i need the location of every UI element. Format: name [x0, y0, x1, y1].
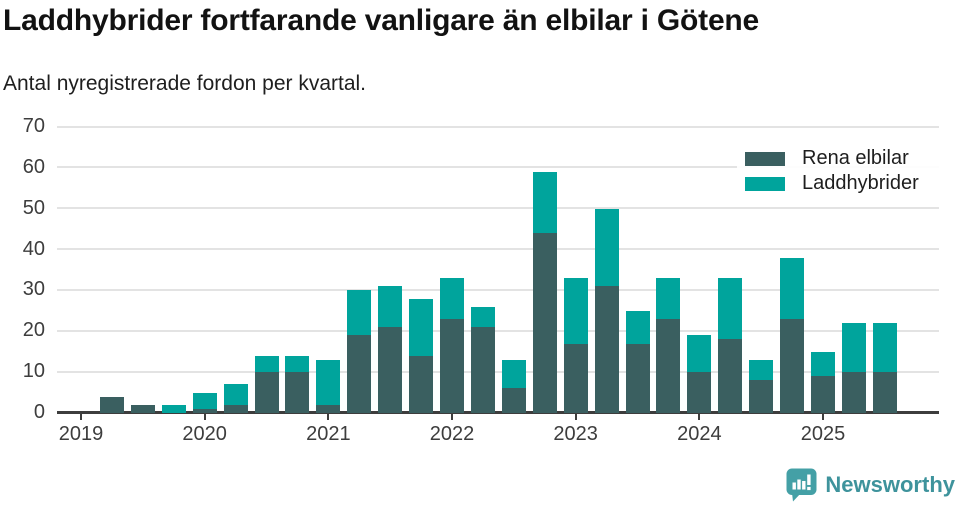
- bar-2020-q4-rena-elbilar: [285, 372, 310, 413]
- x-axis-tick-label: 2023: [553, 423, 598, 445]
- bar-2020-q2-laddhybrider: [223, 384, 248, 405]
- bar-2023-q1-rena-elbilar: [563, 343, 588, 413]
- gridline-y30: [57, 288, 939, 291]
- bar-2025-q3-laddhybrider: [872, 323, 897, 373]
- bar-2023-q2-rena-elbilar: [594, 286, 619, 413]
- gridline-y40: [57, 248, 939, 251]
- bar-chart-speech-bubble-icon: [786, 468, 817, 502]
- bar-2020-q3-laddhybrider: [254, 355, 279, 373]
- y-axis-tick-label: 70: [22, 115, 45, 137]
- legend-label-laddhybrider: Laddhybrider: [802, 172, 919, 194]
- x-axis-tick-label: 2019: [58, 423, 104, 445]
- bar-2024-q1-rena-elbilar: [687, 372, 712, 413]
- bar-2021-q1-rena-elbilar: [316, 404, 341, 413]
- bar-2023-q4-rena-elbilar: [656, 319, 681, 413]
- bar-2022-q2-rena-elbilar: [470, 327, 495, 413]
- brand-name: Newsworthy: [825, 472, 955, 497]
- bar-2023-q2-laddhybrider: [594, 208, 619, 287]
- bar-2023-q3-laddhybrider: [625, 310, 650, 344]
- y-axis-tick-label: 40: [22, 237, 45, 260]
- x-axis-tick-2024: [698, 413, 701, 420]
- bar-2022-q4-rena-elbilar: [532, 233, 557, 413]
- bar-2024-q4-rena-elbilar: [780, 319, 805, 413]
- y-axis-tick-label: 30: [22, 278, 45, 301]
- bar-2025-q2-laddhybrider: [841, 323, 866, 373]
- newsworthy-branding: Newsworthy: [786, 466, 955, 504]
- chart-title: Laddhybrider fortfarande vanligare än el…: [3, 4, 760, 37]
- x-axis-tick-label: 2024: [677, 423, 722, 445]
- gridline-y70: [57, 125, 939, 128]
- bar-2025-q1-laddhybrider: [811, 351, 835, 377]
- y-axis-tick-label: 0: [33, 401, 45, 423]
- bar-2021-q4-laddhybrider: [409, 298, 434, 356]
- gridline-y50: [57, 207, 939, 210]
- bar-2025-q1-rena-elbilar: [811, 376, 835, 413]
- bar-2024-q2-rena-elbilar: [718, 339, 743, 413]
- bar-2020-q2-rena-elbilar: [223, 404, 248, 413]
- bar-2021-q1-laddhybrider: [316, 359, 341, 405]
- bar-2024-q4-laddhybrider: [780, 257, 805, 320]
- bar-2020-q1-laddhybrider: [192, 392, 217, 409]
- bar-2025-q2-rena-elbilar: [841, 372, 866, 413]
- bar-2022-q3-rena-elbilar: [501, 388, 526, 413]
- chart-subtitle: Antal nyregistrerade fordon per kvartal.: [3, 72, 367, 95]
- gridline-y60: [57, 166, 939, 169]
- x-axis-tick-2020: [203, 413, 206, 420]
- bar-2022-q3-laddhybrider: [501, 359, 526, 389]
- legend-swatch-rena-elbilar: [745, 151, 785, 166]
- bar-2023-q3-rena-elbilar: [625, 343, 650, 413]
- bar-2020-q1-rena-elbilar: [192, 408, 217, 413]
- bar-2020-q4-laddhybrider: [285, 355, 310, 373]
- bar-2021-q3-rena-elbilar: [378, 327, 403, 413]
- x-axis-tick-label: 2020: [182, 423, 227, 445]
- x-axis-tick-label: 2022: [429, 423, 475, 445]
- bar-2024-q3-rena-elbilar: [749, 380, 774, 413]
- bar-2022-q1-laddhybrider: [440, 278, 464, 319]
- x-axis-tick-2019: [80, 413, 82, 420]
- y-axis-tick-label: 10: [22, 360, 45, 383]
- legend-label-rena-elbilar: Rena elbilar: [802, 147, 909, 169]
- bar-2023-q4-laddhybrider: [656, 278, 681, 319]
- bar-2021-q3-laddhybrider: [378, 286, 403, 328]
- bar-2022-q2-laddhybrider: [470, 306, 495, 328]
- bar-2025-q3-rena-elbilar: [872, 372, 897, 413]
- x-axis-tick-2025: [822, 413, 824, 420]
- bar-2021-q2-laddhybrider: [347, 290, 372, 336]
- y-axis-tick-label: 20: [22, 319, 45, 342]
- x-axis-tick-2021: [327, 413, 330, 420]
- legend-item-laddhybrider: Laddhybrider: [745, 171, 937, 196]
- bar-2021-q4-rena-elbilar: [409, 355, 434, 413]
- bar-2024-q1-laddhybrider: [687, 335, 712, 373]
- legend: Rena elbilar Laddhybrider: [737, 138, 945, 204]
- y-axis-tick-label: 60: [22, 155, 45, 178]
- x-axis-tick-label: 2025: [800, 423, 846, 445]
- bar-2022-q4-laddhybrider: [532, 171, 557, 234]
- bar-2019-q4-laddhybrider: [161, 404, 186, 413]
- x-axis-tick-2023: [574, 413, 577, 420]
- legend-item-rena-elbilar: Rena elbilar: [745, 146, 937, 171]
- x-axis-tick-label: 2021: [306, 423, 351, 445]
- bar-2019-q3-rena-elbilar: [130, 404, 155, 413]
- y-axis-tick-label: 50: [22, 196, 45, 219]
- gridline-y20: [57, 329, 939, 332]
- legend-swatch-laddhybrider: [745, 176, 785, 191]
- bar-2021-q2-rena-elbilar: [347, 335, 372, 413]
- x-axis-line: [57, 410, 939, 414]
- bar-2024-q3-laddhybrider: [749, 359, 774, 381]
- bar-2022-q1-rena-elbilar: [440, 319, 464, 413]
- bar-2024-q2-laddhybrider: [718, 278, 743, 340]
- gridline-y10: [57, 370, 939, 373]
- bar-2023-q1-laddhybrider: [563, 278, 588, 344]
- bar-2020-q3-rena-elbilar: [254, 372, 279, 413]
- x-axis-tick-2022: [451, 413, 453, 420]
- bar-2019-q2-rena-elbilar: [99, 396, 124, 413]
